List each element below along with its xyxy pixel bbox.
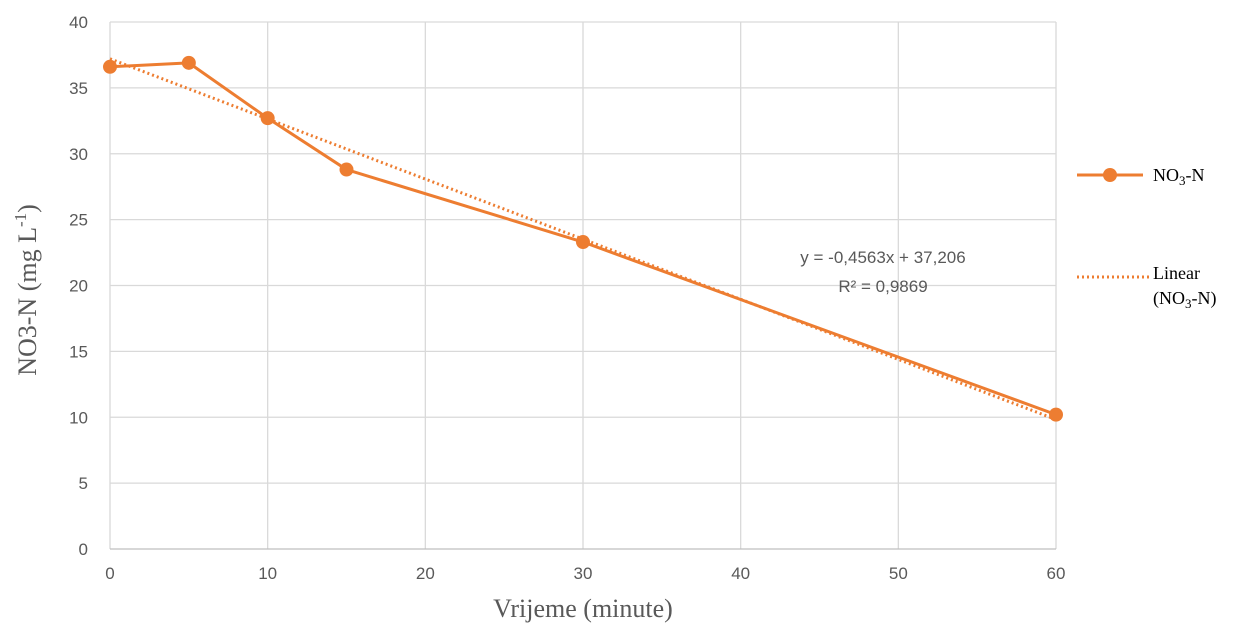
gridlines [109,21,1057,549]
legend-trendline-label-part2: -N) [1192,288,1217,309]
y-tick-label: 30 [69,145,88,164]
data-point [339,162,354,177]
data-point [260,111,275,126]
y-tick-label: 5 [79,474,88,493]
series-group [103,55,1063,422]
legend-series-label-part1: NO [1153,165,1179,185]
y-tick-label: 35 [69,79,88,98]
series-line [109,61,1057,417]
legend-series-label-sub: 3 [1179,173,1186,188]
x-tick-label: 0 [105,564,114,583]
y-axis-title: NO3-N (mg L-1) [11,204,42,376]
x-axis-tick-labels: 0 10 20 30 40 50 60 [105,564,1065,583]
x-tick-label: 20 [416,564,435,583]
legend-series-marker [1103,168,1117,182]
x-tick-label: 40 [731,564,750,583]
y-tick-label: 0 [79,540,88,559]
y-tick-label: 40 [69,13,88,32]
legend-trendline-label-sub: 3 [1185,296,1192,311]
y-axis-title-tail: ) [13,204,42,213]
data-point [1049,407,1063,422]
y-axis-tick-labels: 0 5 10 15 20 25 30 35 40 [69,13,88,559]
y-axis-title-main: NO3-N (mg L [13,227,42,376]
legend-series-label: NO3-N [1153,165,1205,188]
y-tick-label: 10 [69,408,88,427]
y-tick-label: 20 [69,277,88,296]
x-tick-label: 30 [574,564,593,583]
y-tick-label: 25 [69,211,88,230]
legend-series-label-part2: -N [1186,165,1205,185]
x-axis-title: Vrijeme (minute) [493,594,673,623]
x-tick-label: 50 [889,564,908,583]
legend: NO3-N Linear (NO3-N) [1077,165,1217,311]
y-axis-title-superscript: -1 [11,213,30,227]
data-point [181,55,196,70]
trendline-equation: y = -0,4563x + 37,206 [800,248,965,267]
x-tick-label: 10 [258,564,277,583]
data-point [103,59,117,74]
y-tick-label: 15 [69,342,88,361]
legend-trendline-label-line2: (NO3-N) [1153,288,1217,311]
x-tick-label: 60 [1047,564,1066,583]
data-point [576,235,590,250]
legend-trendline-label-part1: (NO [1153,288,1185,309]
legend-trendline-label-line1: Linear [1153,263,1200,283]
trendline-r2: R² = 0,9869 [838,277,927,296]
